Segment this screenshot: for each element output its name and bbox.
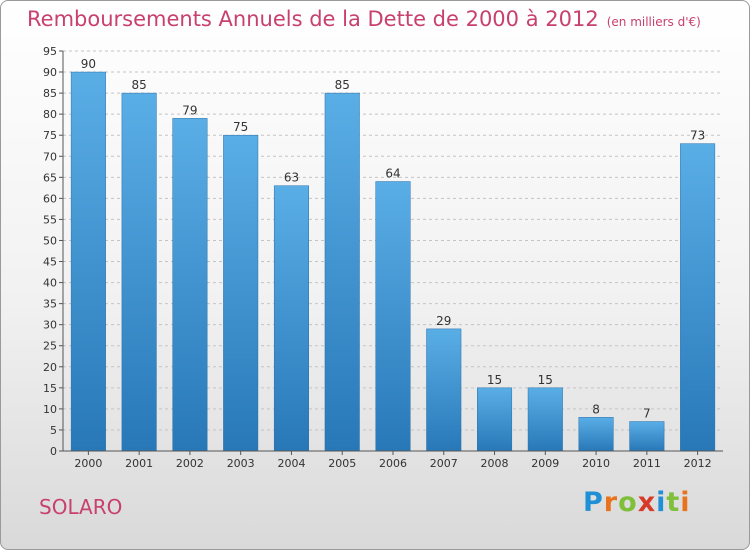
logo-letter: P [583,487,604,518]
data-label-2004: 63 [284,171,299,185]
bar-2004 [273,185,309,452]
y-tick-label: 65 [43,171,57,184]
y-tick-label: 40 [43,277,57,290]
y-tick-label: 45 [43,256,57,269]
data-label-2001: 85 [132,78,147,92]
bar-2002 [172,118,208,452]
bar-2008 [477,387,513,452]
data-label-2009: 15 [538,373,553,387]
y-tick-label: 60 [43,192,57,205]
data-label-2010: 8 [592,402,600,416]
y-tick-label: 75 [43,129,57,142]
logo-letter: i [656,487,667,518]
logo-letter: o [618,487,638,518]
bar-2003 [223,134,259,452]
bars: 90 85 79 75 63 85 64 29 15 15 8 7 73 [70,57,716,452]
chart-unit: (en milliers d'€) [606,15,701,29]
logo-letter: t [666,487,681,518]
bar-2010 [578,417,614,452]
y-tick-label: 95 [43,45,57,58]
data-label-2008: 15 [487,373,502,387]
y-axis-ticks: 0 5 10 15 20 25 30 35 40 45 50 55 60 65 70 75 80 85 90 95 [43,45,63,458]
logo-letter: r [603,487,619,518]
x-axis-ticks: 2000 2001 2002 2003 2004 2005 2006 2007 2008 2009… [74,451,712,470]
y-tick-label: 25 [43,340,57,353]
x-tick-label-2009: 2009 [531,457,559,470]
x-tick-label-2000: 2000 [74,457,102,470]
logo-letter: x [637,487,657,518]
data-label-2000: 90 [81,57,96,71]
bar-2001 [121,92,157,452]
x-tick-label-2007: 2007 [430,457,458,470]
data-label-2006: 64 [385,167,400,181]
bar-2011 [629,421,665,452]
data-label-2011: 7 [643,407,651,421]
x-tick-label-2004: 2004 [277,457,305,470]
y-tick-label: 85 [43,87,57,100]
x-tick-label-2012: 2012 [684,457,712,470]
bar-2005 [324,92,360,452]
y-tick-label: 15 [43,382,57,395]
proxiti-logo: Proxiti [583,487,691,518]
data-label-2007: 29 [436,314,451,328]
axes [62,51,723,452]
chart-title-text: Remboursements Annuels de la Dette de 20… [27,7,599,31]
data-label-2002: 79 [182,103,197,117]
x-tick-label-2008: 2008 [481,457,509,470]
data-label-2005: 85 [335,78,350,92]
x-tick-label-2005: 2005 [328,457,356,470]
data-label-2012: 73 [690,129,705,143]
x-tick-label-2011: 2011 [633,457,661,470]
bar-2012 [680,143,716,452]
y-tick-label: 10 [43,403,57,416]
y-tick-label: 90 [43,66,57,79]
data-label-2003: 75 [233,120,248,134]
x-tick-label-2010: 2010 [582,457,610,470]
y-tick-label: 35 [43,298,57,311]
x-tick-label-2001: 2001 [125,457,153,470]
bar-2006 [375,181,411,452]
y-tick-label: 30 [43,319,57,332]
y-tick-label: 50 [43,234,57,247]
chart-title: Remboursements Annuels de la Dette de 20… [27,7,701,31]
y-tick-label: 70 [43,150,57,163]
y-tick-label: 5 [50,424,57,437]
commune-name: SOLARO [39,495,123,519]
x-tick-label-2002: 2002 [176,457,204,470]
y-tick-label: 0 [50,445,57,458]
logo-letter: i [680,487,691,518]
x-tick-label-2003: 2003 [227,457,255,470]
bar-2000 [70,71,106,452]
y-tick-label: 55 [43,213,57,226]
bar-2007 [426,328,462,452]
x-tick-label-2006: 2006 [379,457,407,470]
y-tick-label: 80 [43,108,57,121]
y-tick-label: 20 [43,361,57,374]
bar-2009 [527,387,563,452]
